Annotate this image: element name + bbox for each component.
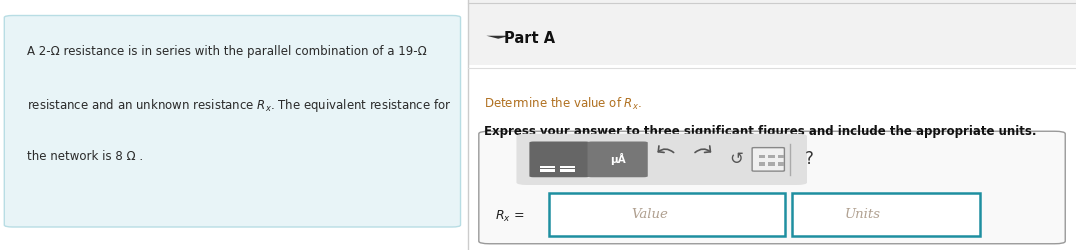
Bar — [792, 192, 980, 236]
Text: A 2-Ω resistance is in series with the parallel combination of a 19-Ω: A 2-Ω resistance is in series with the p… — [27, 45, 427, 58]
Text: μÅ: μÅ — [610, 153, 625, 166]
Text: ↺: ↺ — [730, 150, 742, 169]
Bar — [759, 154, 765, 158]
Text: $R_x$ =: $R_x$ = — [495, 209, 524, 224]
Polygon shape — [486, 36, 510, 39]
FancyBboxPatch shape — [479, 131, 1065, 244]
Bar — [468, 0, 1076, 65]
FancyBboxPatch shape — [529, 142, 590, 177]
FancyBboxPatch shape — [4, 16, 461, 227]
Bar — [768, 162, 775, 166]
Text: Value: Value — [632, 208, 668, 221]
Bar — [540, 166, 555, 168]
Text: Units: Units — [845, 208, 880, 221]
FancyBboxPatch shape — [516, 134, 807, 185]
Bar — [778, 162, 784, 166]
Text: resistance and an unknown resistance $\mathit{R_x}$. The equivalent resistance f: resistance and an unknown resistance $\m… — [27, 98, 452, 114]
Text: Part A: Part A — [504, 31, 555, 46]
Bar — [560, 166, 575, 168]
Bar — [560, 169, 575, 172]
Text: the network is 8 Ω .: the network is 8 Ω . — [27, 150, 143, 163]
Bar — [759, 162, 765, 166]
Text: ?: ? — [805, 150, 813, 169]
FancyBboxPatch shape — [752, 148, 784, 171]
Bar — [549, 192, 785, 236]
Bar — [778, 154, 784, 158]
FancyBboxPatch shape — [587, 142, 648, 177]
Bar — [540, 169, 555, 172]
Text: Determine the value of $\mathit{R_x}$.: Determine the value of $\mathit{R_x}$. — [484, 96, 642, 112]
Text: Express your answer to three significant figures and include the appropriate uni: Express your answer to three significant… — [484, 125, 1036, 138]
Bar — [768, 154, 775, 158]
